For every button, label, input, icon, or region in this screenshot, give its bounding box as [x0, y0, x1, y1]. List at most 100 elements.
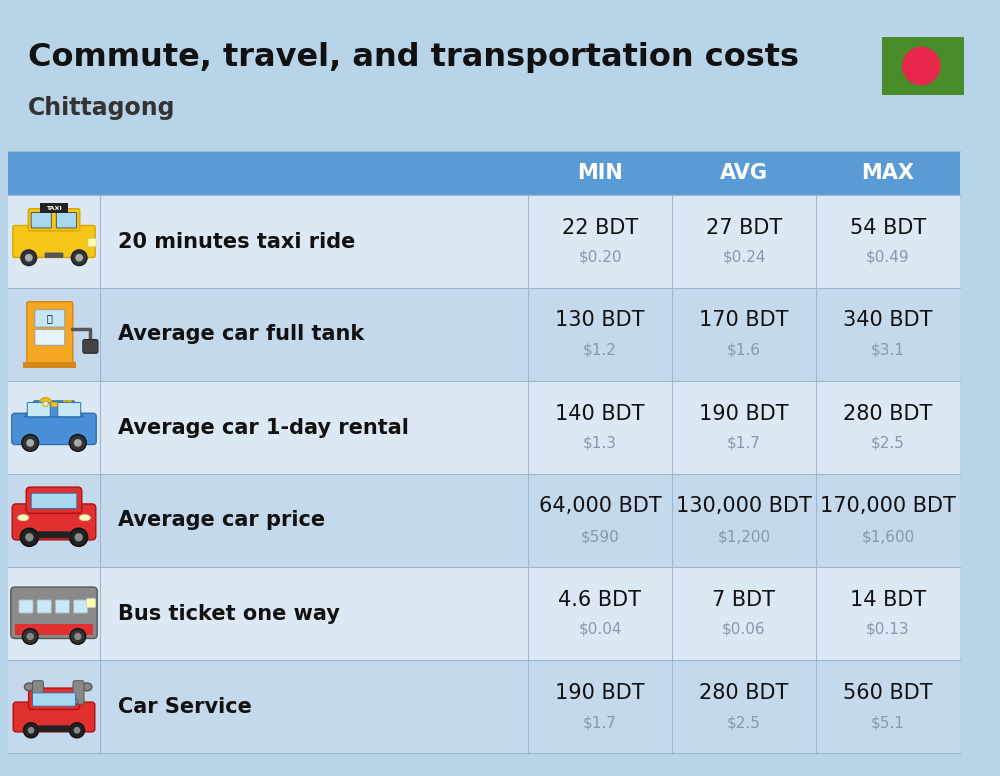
- Circle shape: [26, 439, 34, 447]
- FancyBboxPatch shape: [51, 402, 72, 406]
- Text: 7 BDT: 7 BDT: [712, 590, 776, 609]
- Text: $0.24: $0.24: [722, 250, 766, 265]
- FancyBboxPatch shape: [73, 600, 88, 613]
- Text: $1.3: $1.3: [583, 436, 617, 451]
- Text: Average car 1-day rental: Average car 1-day rental: [118, 417, 409, 438]
- Circle shape: [23, 722, 39, 738]
- Text: 170,000 BDT: 170,000 BDT: [820, 497, 956, 517]
- Text: AVG: AVG: [720, 163, 768, 183]
- Text: $0.13: $0.13: [866, 622, 910, 637]
- FancyBboxPatch shape: [13, 702, 95, 732]
- FancyBboxPatch shape: [83, 339, 98, 353]
- FancyBboxPatch shape: [12, 504, 96, 540]
- Ellipse shape: [18, 514, 29, 521]
- Circle shape: [20, 528, 38, 546]
- FancyBboxPatch shape: [37, 600, 51, 613]
- Polygon shape: [25, 401, 83, 417]
- FancyBboxPatch shape: [27, 302, 73, 367]
- Text: $0.49: $0.49: [866, 250, 910, 265]
- Ellipse shape: [79, 514, 90, 521]
- Circle shape: [75, 254, 83, 262]
- Text: 130 BDT: 130 BDT: [555, 310, 645, 331]
- Text: $590: $590: [581, 529, 619, 544]
- FancyBboxPatch shape: [28, 209, 80, 231]
- Circle shape: [71, 250, 87, 265]
- FancyBboxPatch shape: [73, 681, 84, 705]
- FancyBboxPatch shape: [8, 151, 960, 195]
- Circle shape: [74, 533, 83, 542]
- FancyBboxPatch shape: [58, 403, 81, 417]
- Text: Commute, travel, and transportation costs: Commute, travel, and transportation cost…: [28, 43, 799, 74]
- Circle shape: [69, 435, 86, 452]
- Circle shape: [22, 629, 38, 644]
- Text: TAXI: TAXI: [46, 206, 62, 210]
- FancyBboxPatch shape: [8, 288, 960, 381]
- Text: 280 BDT: 280 BDT: [699, 683, 789, 702]
- FancyBboxPatch shape: [8, 660, 960, 753]
- FancyBboxPatch shape: [87, 598, 96, 608]
- FancyBboxPatch shape: [45, 252, 63, 258]
- Ellipse shape: [82, 683, 92, 691]
- Text: Average car price: Average car price: [118, 511, 325, 531]
- FancyBboxPatch shape: [8, 567, 960, 660]
- Text: $1.6: $1.6: [727, 343, 761, 358]
- FancyBboxPatch shape: [32, 681, 43, 705]
- Circle shape: [25, 533, 34, 542]
- FancyBboxPatch shape: [31, 494, 77, 508]
- Circle shape: [74, 632, 81, 640]
- Text: $0.04: $0.04: [578, 622, 622, 637]
- Text: Bus ticket one way: Bus ticket one way: [118, 604, 340, 623]
- Circle shape: [74, 439, 82, 447]
- Circle shape: [43, 401, 48, 407]
- Ellipse shape: [70, 698, 78, 705]
- FancyBboxPatch shape: [882, 37, 964, 95]
- Circle shape: [70, 629, 86, 644]
- Text: 14 BDT: 14 BDT: [850, 590, 926, 609]
- Text: 4.6 BDT: 4.6 BDT: [558, 590, 642, 609]
- FancyBboxPatch shape: [40, 203, 68, 213]
- Text: $2.5: $2.5: [727, 715, 761, 730]
- Circle shape: [39, 397, 52, 410]
- FancyBboxPatch shape: [13, 226, 95, 258]
- Text: $0.06: $0.06: [722, 622, 766, 637]
- Text: $2.5: $2.5: [871, 436, 905, 451]
- Text: 170 BDT: 170 BDT: [699, 310, 789, 331]
- FancyBboxPatch shape: [19, 600, 33, 613]
- FancyBboxPatch shape: [8, 195, 960, 288]
- Text: 280 BDT: 280 BDT: [843, 404, 933, 424]
- Text: $3.1: $3.1: [871, 343, 905, 358]
- Text: MIN: MIN: [577, 163, 623, 183]
- Circle shape: [22, 435, 39, 452]
- FancyBboxPatch shape: [38, 532, 70, 539]
- FancyBboxPatch shape: [56, 213, 77, 228]
- FancyBboxPatch shape: [67, 400, 71, 406]
- FancyBboxPatch shape: [12, 414, 96, 445]
- Text: 22 BDT: 22 BDT: [562, 217, 638, 237]
- Text: 560 BDT: 560 BDT: [843, 683, 933, 702]
- FancyBboxPatch shape: [31, 213, 51, 228]
- Text: Chittagong: Chittagong: [28, 96, 176, 120]
- FancyBboxPatch shape: [8, 474, 960, 567]
- Text: $1,200: $1,200: [717, 529, 771, 544]
- FancyBboxPatch shape: [15, 624, 93, 635]
- Circle shape: [25, 254, 33, 262]
- Circle shape: [903, 47, 940, 85]
- Ellipse shape: [38, 698, 46, 705]
- Text: Car Service: Car Service: [118, 697, 252, 716]
- Text: Average car full tank: Average car full tank: [118, 324, 364, 345]
- Text: $1.7: $1.7: [583, 715, 617, 730]
- Text: 64,000 BDT: 64,000 BDT: [539, 497, 661, 517]
- FancyBboxPatch shape: [8, 381, 960, 474]
- Circle shape: [28, 727, 34, 733]
- FancyBboxPatch shape: [63, 400, 66, 406]
- Text: 20 minutes taxi ride: 20 minutes taxi ride: [118, 231, 355, 251]
- FancyBboxPatch shape: [26, 487, 82, 513]
- FancyBboxPatch shape: [88, 238, 96, 247]
- Text: 140 BDT: 140 BDT: [555, 404, 645, 424]
- Text: 27 BDT: 27 BDT: [706, 217, 782, 237]
- Text: 💧: 💧: [47, 314, 53, 324]
- FancyBboxPatch shape: [27, 403, 50, 417]
- FancyBboxPatch shape: [33, 693, 75, 706]
- Text: $1.7: $1.7: [727, 436, 761, 451]
- Text: $5.1: $5.1: [871, 715, 905, 730]
